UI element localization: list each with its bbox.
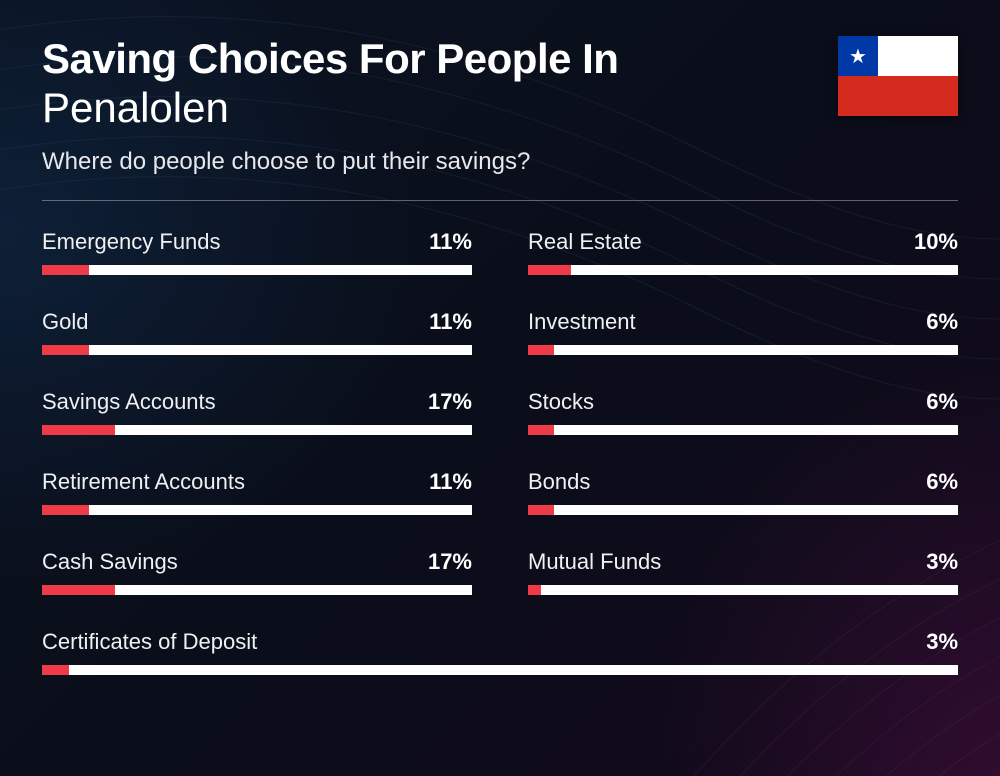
bar-item-head: Certificates of Deposit 3% bbox=[42, 629, 958, 655]
bar-track bbox=[528, 585, 958, 595]
title-block: Saving Choices For People In Penalolen W… bbox=[42, 36, 838, 176]
bar-label: Gold bbox=[42, 309, 88, 335]
bar-item: Savings Accounts 17% bbox=[42, 389, 472, 435]
bar-track bbox=[42, 585, 472, 595]
bar-value: 6% bbox=[926, 389, 958, 415]
bar-item-head: Investment 6% bbox=[528, 309, 958, 335]
bar-label: Real Estate bbox=[528, 229, 642, 255]
bar-track bbox=[42, 265, 472, 275]
bar-label: Retirement Accounts bbox=[42, 469, 245, 495]
bar-fill bbox=[528, 345, 554, 355]
bar-value: 6% bbox=[926, 469, 958, 495]
bar-value: 11% bbox=[429, 469, 472, 495]
bar-value: 3% bbox=[926, 629, 958, 655]
bar-fill bbox=[42, 425, 115, 435]
bar-item-head: Cash Savings 17% bbox=[42, 549, 472, 575]
bar-item: Certificates of Deposit 3% bbox=[42, 629, 958, 675]
flag-white-stripe bbox=[878, 36, 958, 76]
bar-value: 17% bbox=[428, 389, 472, 415]
bar-fill bbox=[528, 425, 554, 435]
bar-item: Gold 11% bbox=[42, 309, 472, 355]
bar-value: 6% bbox=[926, 309, 958, 335]
bar-value: 17% bbox=[428, 549, 472, 575]
bar-item-head: Mutual Funds 3% bbox=[528, 549, 958, 575]
bar-label: Investment bbox=[528, 309, 636, 335]
bar-fill bbox=[42, 265, 89, 275]
bar-track bbox=[42, 665, 958, 675]
bar-fill bbox=[528, 585, 541, 595]
bar-track bbox=[528, 425, 958, 435]
bar-item: Stocks 6% bbox=[528, 389, 958, 435]
content: Saving Choices For People In Penalolen W… bbox=[0, 0, 1000, 711]
flag-red-stripe bbox=[838, 76, 958, 116]
bar-item: Investment 6% bbox=[528, 309, 958, 355]
bar-label: Mutual Funds bbox=[528, 549, 661, 575]
bar-value: 11% bbox=[429, 309, 472, 335]
bar-item: Emergency Funds 11% bbox=[42, 229, 472, 275]
bar-item-head: Gold 11% bbox=[42, 309, 472, 335]
divider bbox=[42, 200, 958, 201]
bar-label: Stocks bbox=[528, 389, 594, 415]
bars-grid: Emergency Funds 11% Real Estate 10% Gold 11% I… bbox=[42, 229, 958, 675]
page-title: Saving Choices For People In bbox=[42, 36, 838, 82]
bar-fill bbox=[42, 585, 115, 595]
bar-value: 11% bbox=[429, 229, 472, 255]
bar-label: Cash Savings bbox=[42, 549, 178, 575]
flag-canton: ★ bbox=[838, 36, 878, 76]
bar-item-head: Stocks 6% bbox=[528, 389, 958, 415]
bar-label: Emergency Funds bbox=[42, 229, 221, 255]
bar-item: Real Estate 10% bbox=[528, 229, 958, 275]
star-icon: ★ bbox=[849, 44, 867, 69]
bar-track bbox=[42, 345, 472, 355]
bar-track bbox=[42, 425, 472, 435]
bar-fill bbox=[42, 665, 69, 675]
bar-label: Bonds bbox=[528, 469, 590, 495]
bar-value: 3% bbox=[926, 549, 958, 575]
header: Saving Choices For People In Penalolen W… bbox=[42, 36, 958, 176]
bar-item: Cash Savings 17% bbox=[42, 549, 472, 595]
bar-item-head: Emergency Funds 11% bbox=[42, 229, 472, 255]
bar-item: Mutual Funds 3% bbox=[528, 549, 958, 595]
bar-item: Bonds 6% bbox=[528, 469, 958, 515]
bar-label: Certificates of Deposit bbox=[42, 629, 257, 655]
bar-track bbox=[528, 265, 958, 275]
bar-fill bbox=[528, 265, 571, 275]
bar-fill bbox=[42, 505, 89, 515]
flag-chile: ★ bbox=[838, 36, 958, 116]
bar-track bbox=[528, 345, 958, 355]
bar-item-head: Savings Accounts 17% bbox=[42, 389, 472, 415]
bar-fill bbox=[528, 505, 554, 515]
bar-item-head: Real Estate 10% bbox=[528, 229, 958, 255]
bar-track bbox=[528, 505, 958, 515]
bar-item: Retirement Accounts 11% bbox=[42, 469, 472, 515]
bar-item-head: Retirement Accounts 11% bbox=[42, 469, 472, 495]
bar-track bbox=[42, 505, 472, 515]
subtitle: Where do people choose to put their savi… bbox=[42, 148, 838, 176]
bar-value: 10% bbox=[914, 229, 958, 255]
bar-fill bbox=[42, 345, 89, 355]
location-name: Penalolen bbox=[42, 84, 838, 132]
bar-label: Savings Accounts bbox=[42, 389, 216, 415]
bar-item-head: Bonds 6% bbox=[528, 469, 958, 495]
